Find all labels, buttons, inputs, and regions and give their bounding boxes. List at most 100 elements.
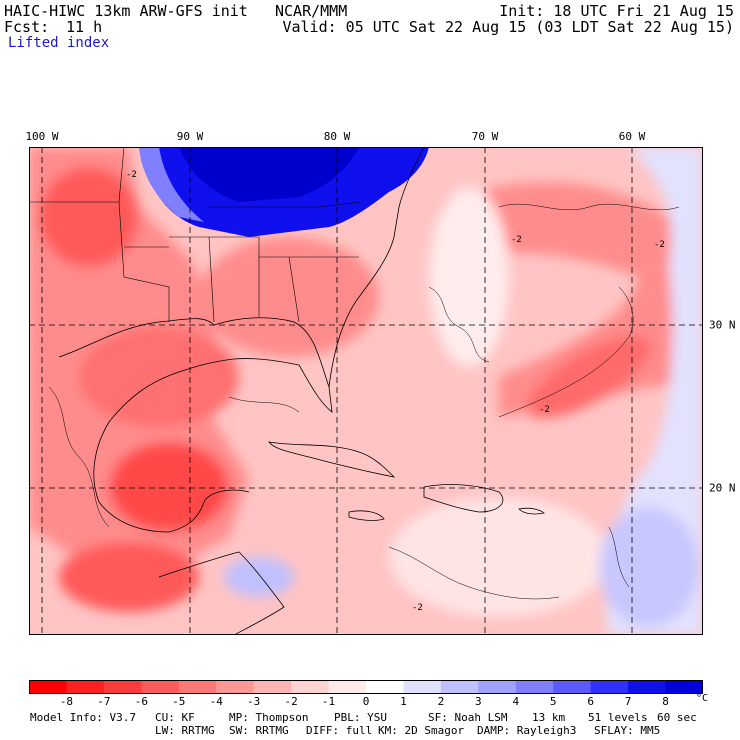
model-info-sflay: SFLAY: MM5 [594, 724, 661, 737]
valid-time: Valid: 05 UTC Sat 22 Aug 15 (03 LDT Sat … [282, 18, 734, 36]
hispaniola-outline [423, 484, 504, 513]
contour-7 [608, 526, 630, 588]
colorbar-tick-label: -4 [209, 695, 223, 708]
contour-label-5: -2 [412, 603, 423, 613]
colorbar-swatch [328, 680, 367, 694]
organization: NCAR/MMM [275, 2, 348, 20]
colorbar-swatch [440, 680, 479, 694]
strong-negative-mexico [109, 442, 229, 532]
boundary-6 [288, 256, 300, 323]
colorbar-tick-label: 7 [624, 695, 632, 708]
lat-label-20n: 20 N [709, 481, 736, 495]
colorbar-swatch [66, 680, 105, 694]
state-boundaries [29, 147, 360, 323]
central-america-coast [158, 551, 285, 635]
colorbar-swatch [103, 680, 142, 694]
contour-label-3: -2 [654, 240, 665, 250]
model-info-damp: DAMP: Rayleigh3 [477, 724, 577, 737]
lifted-index-map: -2 -2 -2 -2 -2 [29, 147, 703, 635]
colorbar-tick-label: 8 [662, 695, 669, 708]
colorbar-tick-label: -3 [247, 695, 261, 708]
colorbar-swatch [141, 680, 180, 694]
field-name: Lifted index [8, 35, 110, 51]
colorbar-swatch [253, 680, 292, 694]
colorbar-tick-label: 2 [437, 695, 445, 708]
contour-label-4: -2 [539, 405, 550, 415]
contour-label-1: -2 [126, 170, 137, 180]
colorbar-tick-label: -5 [172, 695, 186, 708]
colorbar-unit: °C [696, 693, 709, 704]
colorbar-swatch [590, 680, 629, 694]
model-info-mp: MP: Thompson [229, 711, 309, 724]
model-info-timestep: 60 sec [657, 711, 697, 724]
model-info-diff: DIFF: full [306, 724, 373, 737]
lat-label-30n: 30 N [709, 318, 736, 332]
atlantic-pale [429, 187, 509, 367]
contour-4 [48, 386, 110, 528]
contour-label-2: -2 [511, 235, 522, 245]
lon-label-70w: 70 W [471, 130, 499, 143]
colorbar-tick-label: 1 [400, 695, 407, 708]
colorbar-tick-label: 4 [512, 695, 520, 708]
colorbar-swatch [665, 680, 703, 694]
model-info-sf: SF: Noah LSM [428, 711, 508, 724]
contour-1 [428, 286, 490, 363]
gulf-negative [79, 327, 239, 427]
contour-5 [228, 396, 300, 413]
model-info-version: Model Info: V3.7 [30, 711, 136, 724]
jamaica-outline [348, 510, 385, 521]
colorbar-tick-label: 6 [587, 695, 594, 708]
lat-lon-grid [29, 147, 703, 635]
boundary-4 [208, 236, 215, 323]
colorbar-tick-label: -6 [134, 695, 148, 708]
model-info-lw: LW: RRTMG [155, 724, 215, 737]
colorbar [29, 680, 703, 694]
forecast-label: Fcst: [4, 18, 50, 36]
shading-layer [29, 147, 703, 635]
positive-edge [139, 147, 204, 222]
colorbar-tick-label: 0 [362, 695, 370, 708]
model-info-sw: SW: RRTMG [229, 724, 289, 737]
lon-label-60w: 60 W [618, 130, 646, 143]
model-info-resolution: 13 km [532, 711, 566, 724]
carolina-coast [398, 147, 425, 208]
contour-3 [498, 286, 634, 418]
colorbar-swatch [403, 680, 442, 694]
lon-label-90w: 90 W [176, 130, 204, 143]
colorbar-tick-label: -2 [284, 695, 298, 708]
model-info-cu: CU: KF [155, 711, 195, 724]
boundary-3 [169, 236, 260, 317]
map-frame [29, 147, 703, 635]
strong-negative-central-america [59, 542, 199, 612]
positive-central-america [224, 557, 294, 597]
colorbar-swatch [29, 680, 67, 694]
southeast-negative [199, 237, 379, 357]
model-title: HAIC-HIWC 13km ARW-GFS init [4, 2, 248, 20]
puerto-rico-outline [518, 507, 545, 515]
positive-east-caribbean [599, 507, 699, 627]
colorbar-swatch [553, 680, 592, 694]
colorbar-frame [29, 680, 703, 694]
model-info-km: KM: 2D Smagor [378, 724, 465, 737]
colorbar-tick-label: 3 [475, 695, 482, 708]
colorbar-swatch [291, 680, 330, 694]
forecast-hour: 11 h [66, 18, 103, 36]
boundary-8 [209, 201, 360, 208]
lon-label-100w: 100 W [25, 130, 59, 143]
atlantic-strong-band [527, 335, 651, 419]
cuba-outline [268, 441, 396, 478]
strong-negative-texas [39, 167, 139, 267]
colorbar-swatch [178, 680, 217, 694]
model-info-pbl: PBL: YSU [334, 711, 387, 724]
colorbar-tick-label: -7 [97, 695, 111, 708]
colorbar-swatch [478, 680, 517, 694]
colorbar-tick-label: 5 [549, 695, 557, 708]
model-info-levels: 51 levels [588, 711, 648, 724]
florida-atlantic-coast [328, 206, 400, 388]
colorbar-swatch [515, 680, 554, 694]
boundary-2 [118, 201, 170, 322]
colorbar-tick-label: -8 [59, 695, 74, 708]
colorbar-swatch [366, 680, 404, 694]
init-time: Init: 18 UTC Fri 21 Aug 15 [499, 2, 734, 20]
colorbar-swatch [628, 680, 667, 694]
